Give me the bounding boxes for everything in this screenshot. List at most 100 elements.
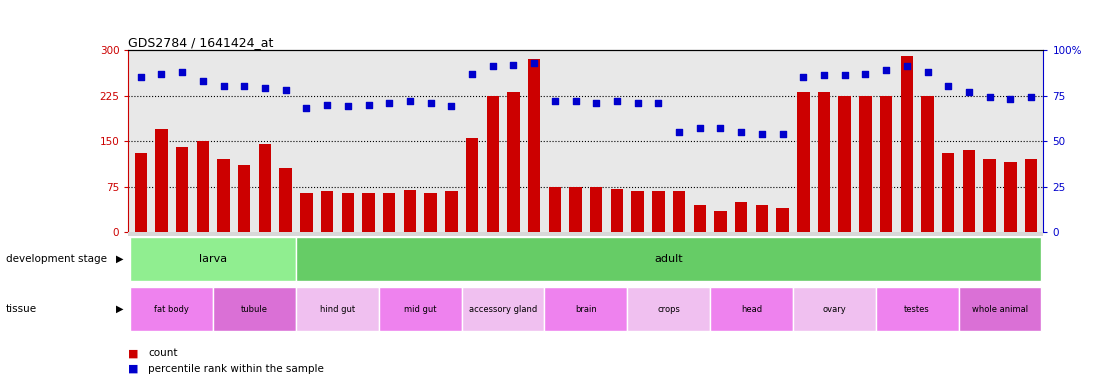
Bar: [710, 287, 793, 331]
Point: [422, 100, 440, 106]
Bar: [383, 193, 395, 232]
Bar: [793, 287, 876, 331]
Bar: [487, 96, 499, 232]
Text: testes: testes: [904, 305, 930, 314]
Bar: [959, 287, 1041, 331]
Point: [463, 71, 481, 77]
Point: [608, 98, 626, 104]
Bar: [131, 237, 296, 281]
Bar: [942, 153, 954, 232]
Bar: [445, 191, 458, 232]
Bar: [777, 208, 789, 232]
Point: [1001, 96, 1019, 102]
Bar: [569, 187, 581, 232]
Point: [318, 102, 336, 108]
Point: [298, 105, 316, 111]
Point: [484, 63, 502, 70]
Bar: [300, 193, 312, 232]
Bar: [135, 153, 147, 232]
Bar: [465, 138, 479, 232]
Point: [836, 73, 854, 79]
Point: [691, 125, 709, 131]
Point: [153, 71, 171, 77]
Text: brain: brain: [575, 305, 597, 314]
Text: whole animal: whole animal: [972, 305, 1028, 314]
Bar: [321, 191, 334, 232]
Text: ▶: ▶: [116, 254, 123, 264]
Point: [712, 125, 730, 131]
Bar: [259, 144, 271, 232]
Point: [132, 74, 150, 80]
Text: adult: adult: [654, 254, 683, 264]
Point: [194, 78, 212, 84]
Bar: [296, 237, 1041, 281]
Bar: [632, 191, 644, 232]
Bar: [1004, 162, 1017, 232]
Point: [815, 73, 833, 79]
Point: [960, 89, 978, 95]
Text: tissue: tissue: [6, 304, 37, 314]
Bar: [549, 187, 561, 232]
Text: count: count: [148, 348, 177, 358]
Bar: [279, 169, 292, 232]
Bar: [404, 190, 416, 232]
Bar: [296, 287, 378, 331]
Bar: [218, 159, 230, 232]
Point: [753, 131, 771, 137]
Bar: [922, 96, 934, 232]
Point: [214, 83, 232, 89]
Bar: [238, 166, 250, 232]
Bar: [1024, 159, 1037, 232]
Point: [567, 98, 585, 104]
Bar: [590, 187, 603, 232]
Bar: [756, 205, 768, 232]
Point: [732, 129, 750, 135]
Point: [277, 87, 295, 93]
Bar: [859, 96, 872, 232]
Point: [856, 71, 874, 77]
Point: [442, 103, 460, 109]
Text: percentile rank within the sample: percentile rank within the sample: [148, 364, 325, 374]
Bar: [876, 287, 959, 331]
Bar: [901, 56, 913, 232]
Bar: [797, 93, 809, 232]
Point: [795, 74, 812, 80]
Point: [918, 69, 936, 75]
Text: head: head: [741, 305, 762, 314]
Bar: [735, 202, 748, 232]
Point: [526, 60, 543, 66]
Text: development stage: development stage: [6, 254, 107, 264]
Point: [1022, 94, 1040, 101]
Bar: [983, 159, 995, 232]
Text: tubule: tubule: [241, 305, 268, 314]
Bar: [508, 93, 520, 232]
Text: GDS2784 / 1641424_at: GDS2784 / 1641424_at: [128, 36, 273, 49]
Bar: [714, 211, 727, 232]
Text: ▶: ▶: [116, 304, 123, 314]
Point: [401, 98, 418, 104]
Bar: [963, 150, 975, 232]
Bar: [673, 191, 685, 232]
Text: ■: ■: [128, 348, 138, 358]
Point: [877, 67, 895, 73]
Point: [504, 61, 522, 68]
Point: [587, 100, 605, 106]
Text: ■: ■: [128, 364, 138, 374]
Bar: [545, 287, 627, 331]
Point: [773, 131, 791, 137]
Bar: [213, 287, 296, 331]
Bar: [610, 189, 623, 232]
Bar: [462, 287, 545, 331]
Bar: [838, 96, 850, 232]
Text: fat body: fat body: [154, 305, 190, 314]
Point: [173, 69, 191, 75]
Point: [650, 100, 667, 106]
Bar: [341, 193, 354, 232]
Point: [381, 100, 398, 106]
Point: [339, 103, 357, 109]
Bar: [627, 287, 710, 331]
Bar: [528, 59, 540, 232]
Bar: [378, 287, 462, 331]
Point: [546, 98, 564, 104]
Bar: [424, 193, 436, 232]
